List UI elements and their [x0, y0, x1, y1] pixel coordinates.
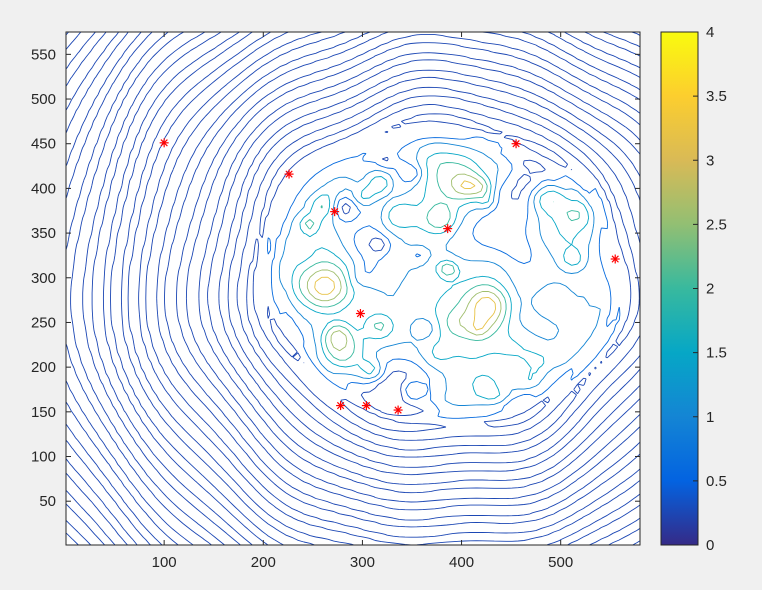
y-tick-label: 50: [39, 493, 56, 510]
y-tick-label: 150: [31, 404, 56, 421]
y-tick-label: 450: [31, 136, 56, 153]
marker-star: [361, 401, 371, 411]
y-tick-label: 350: [31, 225, 56, 242]
colorbar-tick-label: 1.5: [706, 345, 727, 362]
contour-level-line: [267, 136, 621, 419]
x-tick-label: 100: [152, 554, 177, 571]
x-tick-label: 200: [251, 554, 276, 571]
x-tick-label: 300: [350, 554, 375, 571]
marker-star: [330, 207, 340, 217]
marker-star: [284, 169, 294, 179]
y-tick-label: 500: [31, 91, 56, 108]
contour-level-line: [278, 142, 601, 406]
y-tick-label: 200: [31, 359, 56, 376]
colorbar-tick-label: 0: [706, 537, 714, 554]
y-tick-label: 300: [31, 270, 56, 287]
colorbar: [660, 31, 699, 546]
marker-star: [159, 138, 169, 148]
y-tick-label: 100: [31, 449, 56, 466]
colorbar-tick-label: 2: [706, 281, 714, 298]
colorbar-axis: 0 0.5 1 1.5 2 2.5 3 3.5 4: [693, 24, 727, 554]
colorbar-tick-label: 4: [706, 24, 714, 41]
marker-star: [336, 401, 346, 411]
marker-star: [610, 254, 620, 264]
y-tick-label: 550: [31, 46, 56, 63]
marker-star: [511, 139, 521, 149]
colorbar-tick-label: 2.5: [706, 216, 727, 233]
x-tick-label: 400: [449, 554, 474, 571]
colorbar-tick-label: 3.5: [706, 88, 727, 105]
contour-level-line: [66, 32, 640, 545]
colorbar-tick-label: 0.5: [706, 473, 727, 490]
contour-level-line: [314, 180, 496, 331]
x-axis: 100 200 300 400 500: [152, 32, 573, 571]
marker-star: [393, 405, 403, 415]
marker-star: [443, 224, 453, 234]
colorbar-tick-label: 3: [706, 152, 714, 169]
colorbar-tick-label: 1: [706, 409, 714, 426]
y-tick-label: 400: [31, 180, 56, 197]
y-axis: 50 100 150 200 250 300 350 400 450 500 550: [31, 46, 640, 510]
marker-star: [355, 309, 365, 319]
y-tick-label: 250: [31, 314, 56, 331]
marker-layer: [159, 138, 620, 415]
x-tick-label: 500: [548, 554, 573, 571]
contour-level-line: [298, 162, 580, 361]
contour-lines: [66, 32, 640, 545]
contour-level-line: [306, 173, 502, 352]
plot-frame: [65, 31, 641, 546]
